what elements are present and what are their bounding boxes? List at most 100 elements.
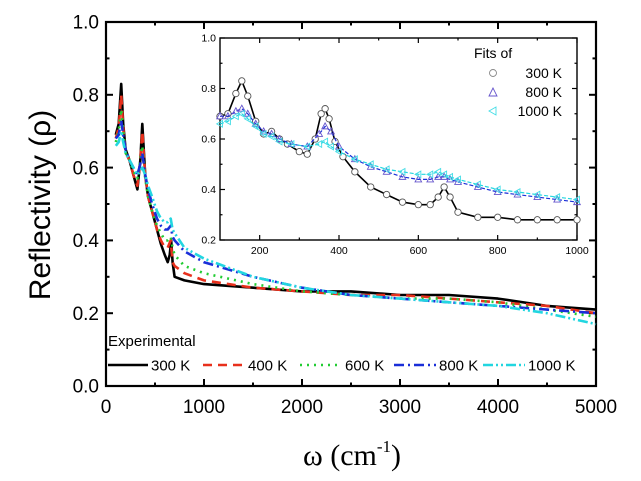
inset-legend-circle-icon [489, 69, 497, 77]
inset-marker-circle [494, 213, 502, 221]
legend-label-1000k: 1000 K [528, 358, 576, 375]
main-series-1000k [114, 129, 597, 326]
inset-marker-circle [434, 193, 442, 201]
legend-label-300k: 300 K [151, 358, 190, 375]
inset-marker-triangle [237, 104, 246, 112]
inset-marker-triangle-left [326, 142, 335, 151]
inset-marker-circle [238, 77, 246, 85]
inset-marker-circle [573, 216, 581, 224]
inset-marker-triangle-left [320, 137, 329, 146]
inset-marker-circle [303, 150, 311, 158]
inset-marker-triangle-left [223, 117, 231, 126]
inset-y-tick-label: 0.8 [201, 83, 216, 95]
inset-marker-triangle-left [243, 114, 251, 123]
main-x-tick-label: 3000 [379, 397, 421, 418]
inset-marker-circle [454, 208, 462, 216]
inset-marker-triangle-left [453, 175, 461, 184]
inset-marker-triangle [382, 167, 391, 175]
inset-marker-triangle [446, 174, 455, 183]
x-axis-label-base: ω (cm [303, 439, 377, 472]
main-x-axis-label: ω (cm-1) [303, 437, 401, 472]
inset-marker-circle [553, 216, 561, 224]
inset-marker-triangle [572, 197, 582, 206]
inset-marker-triangle-left [439, 170, 448, 179]
inset-marker-triangle [215, 111, 225, 120]
inset-marker-triangle-left [414, 170, 422, 179]
inset-x-tick-label: 200 [251, 245, 269, 257]
inset-marker-circle [440, 183, 448, 191]
inset-legend-label-300k: 300 K [525, 65, 562, 81]
inset-marker-triangle-left [473, 180, 481, 189]
inset-marker-triangle [553, 195, 562, 203]
inset-marker-triangle-left [552, 193, 561, 202]
inset-x-tick-label: 1000 [565, 245, 589, 257]
legend-label-800k: 800 K [439, 358, 478, 375]
inset-marker-circle [513, 216, 522, 224]
inset-marker-circle [321, 105, 329, 113]
main-x-tick-label: 5000 [575, 397, 617, 418]
legend-label-600k: 600 K [345, 358, 384, 375]
inset-y-tick-label: 0.2 [201, 235, 216, 247]
inset-marker-triangle [243, 109, 252, 117]
inset-marker-triangle-left [215, 119, 223, 128]
inset-legend-label-800k: 800 K [525, 84, 562, 100]
inset-marker-triangle [231, 106, 240, 115]
inset-marker-triangle-left [533, 190, 541, 199]
inset-marker-triangle [321, 121, 330, 130]
inset-marker-triangle [473, 182, 482, 190]
inset-marker-circle [414, 200, 422, 209]
main-y-axis-label: Reflectivity (ρ) [24, 110, 57, 300]
main-x-tick-label: 1000 [183, 397, 225, 418]
main-series-400k [114, 93, 597, 315]
inset-marker-triangle-left [314, 139, 323, 149]
main-y-tick-label: 0.0 [73, 377, 99, 398]
inset-x-tick-label: 600 [410, 245, 428, 257]
inset-marker-triangle-left [398, 167, 406, 176]
inset-marker-circle [382, 190, 391, 199]
inset-marker-triangle-left [251, 122, 259, 131]
inset-legend-triangle-left-icon [488, 106, 497, 116]
main-x-tick-label: 0 [101, 397, 112, 418]
inset-marker-triangle [398, 172, 407, 180]
inset-marker-circle [533, 216, 541, 224]
inset-marker-triangle-left [287, 139, 295, 149]
inset-marker-triangle-left [572, 195, 580, 204]
inset-marker-circle [367, 183, 375, 191]
inset-marker-triangle [493, 187, 502, 195]
legend-title: Experimental [108, 333, 196, 350]
inset-marker-triangle-left [382, 165, 390, 174]
inset-marker-triangle-left [366, 160, 374, 169]
inset-y-tick-label: 0.6 [201, 134, 216, 146]
inset-marker-triangle-left [334, 147, 342, 156]
inset-marker-circle [446, 193, 454, 201]
main-y-tick-label: 0.2 [73, 304, 99, 325]
inset-x-tick-label: 400 [330, 245, 348, 257]
inset-marker-triangle [315, 129, 324, 137]
inset-marker-triangle [453, 177, 463, 185]
inset-marker-triangle [434, 172, 443, 180]
inset-legend-triangle-icon [488, 86, 498, 97]
inset-marker-triangle [327, 126, 336, 135]
main-y-tick-label: 0.8 [73, 85, 99, 106]
inset-marker-circle [295, 147, 303, 156]
inset-marker-circle [398, 198, 407, 206]
x-axis-label-close: ) [391, 439, 401, 472]
main-y-tick-label: 0.4 [73, 231, 100, 252]
inset-marker-circle [317, 110, 325, 118]
inset-marker-triangle-left [303, 142, 311, 151]
inset-marker-circle [232, 89, 240, 98]
inset-marker-triangle [366, 162, 375, 170]
main-y-tick-label: 1.0 [73, 13, 99, 34]
inset-legend-title: Fits of [474, 45, 512, 61]
inset-marker-circle [474, 213, 482, 221]
inset-marker-circle [351, 168, 359, 176]
inset-marker-circle [325, 115, 333, 123]
main-x-tick-label: 4000 [477, 397, 519, 418]
inset-marker-triangle [334, 142, 344, 150]
inset-y-tick-label: 1.0 [201, 33, 216, 45]
legend-label-400k: 400 K [248, 358, 287, 375]
inset-marker-triangle-left [237, 109, 245, 118]
main-x-tick-label: 2000 [281, 397, 323, 418]
inset-marker-triangle-left [493, 185, 501, 194]
